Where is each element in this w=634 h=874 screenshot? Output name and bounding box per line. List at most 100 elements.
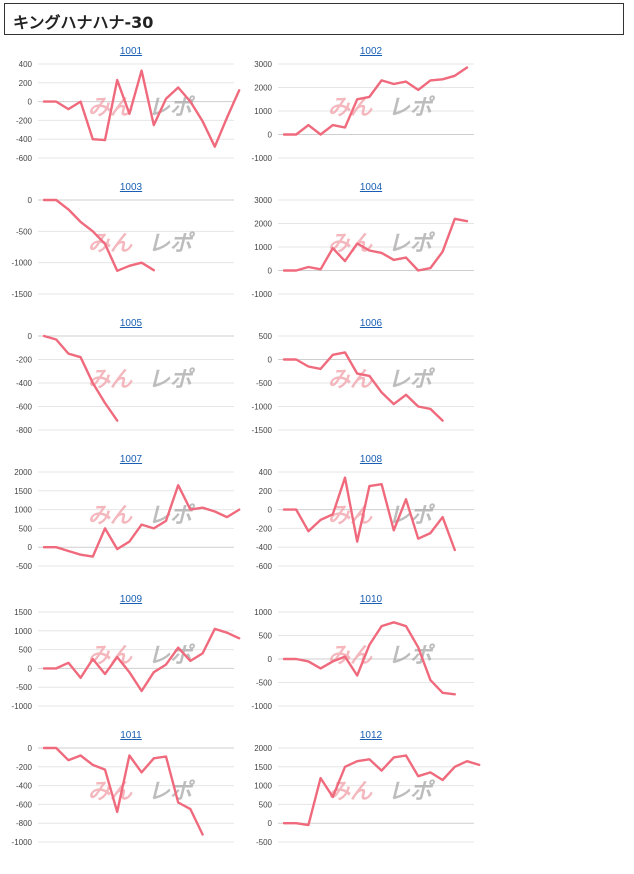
y-tick-label: 1000 xyxy=(14,627,32,636)
y-tick-label: 500 xyxy=(259,800,273,809)
y-tick-label: -500 xyxy=(16,562,33,571)
y-tick-label: 0 xyxy=(268,819,273,828)
machine-link-1006[interactable]: 1006 xyxy=(359,318,383,329)
series-line xyxy=(42,746,204,836)
machine-link-1001[interactable]: 1001 xyxy=(119,46,143,57)
y-tick-label: -500 xyxy=(16,683,33,692)
y-tick-label: 1500 xyxy=(14,487,32,496)
machine-link-1002[interactable]: 1002 xyxy=(359,46,383,57)
y-tick-label: -600 xyxy=(16,403,33,412)
series-line xyxy=(282,217,469,272)
y-tick-label: -400 xyxy=(16,379,33,388)
watermark-repo: レポ xyxy=(388,366,436,392)
y-tick-label: -1000 xyxy=(252,290,273,299)
y-tick-label: 200 xyxy=(19,79,33,88)
y-tick-label: 2000 xyxy=(254,744,272,753)
chart-panel-1003: 1003 0 -500 -1000 -1500 みん レポ xyxy=(0,182,250,312)
y-tick-label: -1000 xyxy=(12,259,33,268)
watermark-min: みん xyxy=(88,231,133,256)
series-line xyxy=(42,627,241,693)
y-tick-label: -800 xyxy=(16,426,33,435)
y-tick-label: -600 xyxy=(16,800,33,809)
y-tick-label: 500 xyxy=(259,332,273,341)
chart-panel-1006: 1006 500 0 -500 -1000 -1500 みん レポ xyxy=(240,318,490,448)
machine-link-1005[interactable]: 1005 xyxy=(119,318,143,329)
y-tick-label: 0 xyxy=(268,131,273,140)
y-tick-label: 400 xyxy=(19,60,33,69)
y-tick-label: -200 xyxy=(16,356,33,365)
y-tick-label: -500 xyxy=(256,679,273,688)
y-tick-label: -1500 xyxy=(12,290,33,299)
y-tick-label: -500 xyxy=(256,838,273,847)
y-tick-label: 500 xyxy=(19,646,33,655)
page-title: キングハナハナ-30 xyxy=(13,13,154,32)
y-tick-label: -600 xyxy=(16,154,33,163)
machine-link-1009[interactable]: 1009 xyxy=(119,594,143,605)
y-tick-label: -500 xyxy=(256,379,273,388)
chart-panel-1011: 1011 0 -200 -400 -600 -800 -1000 みん レポ xyxy=(0,730,250,860)
watermark-repo: レポ xyxy=(148,366,196,392)
machine-link-1011[interactable]: 1011 xyxy=(120,730,142,741)
y-tick-label: 0 xyxy=(28,196,33,205)
chart-panel-1002: 1002 3000 2000 1000 0 -1000 みん レポ xyxy=(240,46,490,176)
chart-panel-1008: 1008 400 200 0 -200 -400 -600 みん レポ xyxy=(240,454,490,584)
machine-link-1004[interactable]: 1004 xyxy=(359,182,383,193)
machine-link-1003[interactable]: 1003 xyxy=(119,182,143,193)
machine-link-1007[interactable]: 1007 xyxy=(119,454,143,465)
machine-link-1008[interactable]: 1008 xyxy=(359,454,383,465)
y-tick-label: 1500 xyxy=(254,763,272,772)
series-line xyxy=(42,334,119,422)
y-tick-label: -200 xyxy=(16,116,33,125)
y-tick-label: 1000 xyxy=(254,782,272,791)
series-line xyxy=(282,476,457,552)
watermark-repo: レポ xyxy=(388,230,436,256)
chart-panel-1004: 1004 3000 2000 1000 0 -1000 みん レポ xyxy=(240,182,490,312)
y-tick-label: 0 xyxy=(268,267,273,276)
series-line xyxy=(282,754,481,827)
chart-panel-1012: 1012 2000 1500 1000 500 0 -500 みん レポ xyxy=(240,730,490,860)
y-tick-label: 2000 xyxy=(14,468,32,477)
y-tick-label: 3000 xyxy=(254,196,272,205)
y-tick-label: 1000 xyxy=(254,107,272,116)
watermark-min: みん xyxy=(328,367,373,392)
y-tick-label: 2000 xyxy=(254,84,272,93)
y-tick-label: 0 xyxy=(28,543,33,552)
chart-panel-1010: 1010 1000 500 0 -500 -1000 みん レポ xyxy=(240,594,490,724)
y-tick-label: -600 xyxy=(256,562,273,571)
chart-panel-1005: 1005 0 -200 -400 -600 -800 みん レポ xyxy=(0,318,250,448)
series-line xyxy=(42,198,156,273)
y-tick-label: 500 xyxy=(259,632,273,641)
chart-panel-1001: 1001 400 200 0 -200 -400 -600 みん レポ xyxy=(0,46,250,176)
chart-panel-1007: 1007 2000 1500 1000 500 0 -500 みん レポ xyxy=(0,454,250,584)
page-title-box: キングハナハナ-30 xyxy=(4,3,624,35)
y-tick-label: -200 xyxy=(16,763,33,772)
series-line xyxy=(42,484,241,558)
y-tick-label: 0 xyxy=(268,655,273,664)
y-tick-label: -1000 xyxy=(12,838,33,847)
y-tick-label: -1500 xyxy=(252,426,273,435)
watermark-repo: レポ xyxy=(388,94,436,120)
machine-link-1010[interactable]: 1010 xyxy=(359,594,383,605)
y-tick-label: -1000 xyxy=(252,702,273,711)
y-tick-label: -1000 xyxy=(12,702,33,711)
machine-link-1012[interactable]: 1012 xyxy=(359,730,383,741)
chart-1006: 500 0 -500 -1000 -1500 みん レポ xyxy=(252,332,474,435)
y-tick-label: 1500 xyxy=(14,608,32,617)
y-tick-label: -1000 xyxy=(252,154,273,163)
y-tick-label: 2000 xyxy=(254,220,272,229)
y-tick-label: 0 xyxy=(268,506,273,515)
y-tick-label: 0 xyxy=(28,332,33,341)
watermark-repo: レポ xyxy=(148,230,196,256)
y-tick-label: -400 xyxy=(16,135,33,144)
watermark-repo: レポ xyxy=(388,642,436,668)
y-tick-label: -200 xyxy=(256,524,273,533)
y-tick-label: 0 xyxy=(28,744,33,753)
